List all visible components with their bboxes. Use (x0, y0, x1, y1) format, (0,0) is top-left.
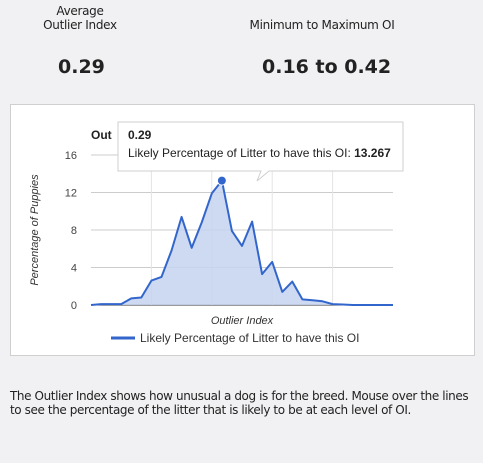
series-line (90, 179, 393, 306)
outlier-index-chart[interactable]: Out 0 4 8 12 16 Percentage of Puppies Outlier I… (11, 105, 474, 355)
stat-average-value: 0.29 (58, 56, 105, 78)
y-axis-label: Percentage of Puppies (29, 174, 41, 286)
chart-card: Out 0 4 8 12 16 Percentage of Puppies Outlier I… (10, 104, 475, 356)
chart-title: Out (91, 128, 112, 142)
highlighted-point (216, 175, 227, 186)
stat-average-label: Average Outlier Index (43, 4, 117, 32)
y-tick-label: 4 (71, 263, 77, 275)
footnote: The Outlier Index shows how unusual a do… (10, 389, 469, 417)
y-tick-label: 16 (65, 150, 77, 162)
series-area (91, 180, 393, 305)
y-tick-label: 8 (71, 225, 77, 237)
tooltip-label: Likely Percentage of Litter to have this… (128, 146, 391, 160)
y-tick-label: 0 (71, 300, 77, 312)
legend-label: Likely Percentage of Litter to have this… (140, 331, 359, 345)
y-tick-label: 12 (65, 188, 77, 200)
tooltip-box (117, 121, 404, 182)
stat-range-label: Minimum to Maximum OI (249, 18, 395, 32)
tooltip-value: 13.267 (354, 146, 391, 160)
x-axis-label: Outlier Index (211, 315, 274, 327)
tooltip: 0.29 Likely Percentage of Litter to have … (117, 121, 404, 182)
tooltip-title: 0.29 (128, 128, 152, 142)
stat-range-value: 0.16 to 0.42 (262, 56, 392, 78)
